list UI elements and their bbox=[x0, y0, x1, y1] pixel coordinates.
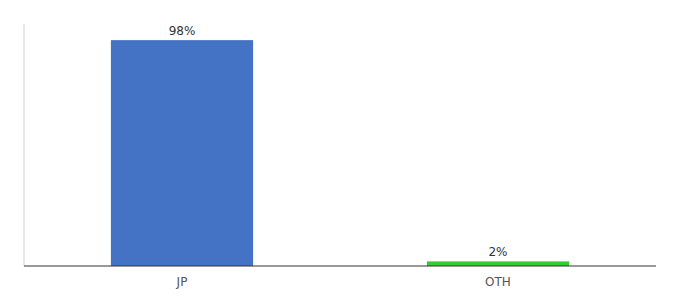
bar bbox=[427, 261, 569, 266]
chart-container: 98% 2% JP OTH bbox=[0, 0, 680, 300]
bar bbox=[111, 40, 253, 266]
data-label: 98% bbox=[169, 24, 196, 38]
data-label: 2% bbox=[488, 245, 507, 259]
plot-area: 98% 2% JP OTH bbox=[24, 24, 656, 289]
bars bbox=[111, 40, 569, 266]
x-axis-line bbox=[24, 266, 656, 267]
x-tick-label: OTH bbox=[485, 275, 511, 289]
x-tick-label: JP bbox=[176, 275, 188, 289]
y-axis-line bbox=[24, 24, 25, 266]
chart: 98% 2% JP OTH bbox=[0, 0, 680, 300]
